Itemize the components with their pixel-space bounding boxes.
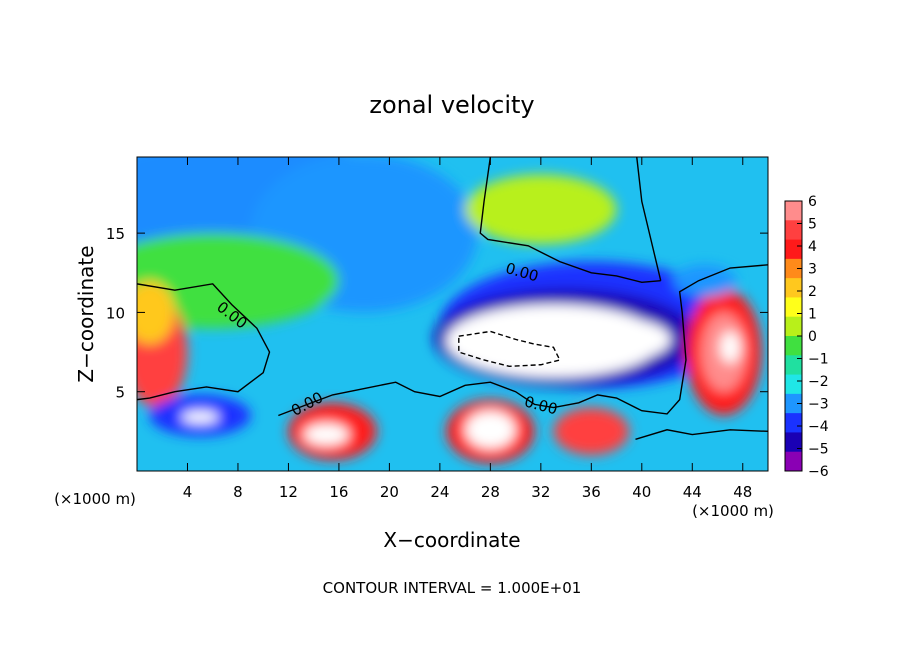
field-blob-16	[303, 423, 350, 446]
y-tick-label-2: 15	[106, 225, 125, 243]
x-unit-label-right: (×1000 m)	[692, 502, 774, 520]
colorbar-swatch-2	[785, 239, 802, 260]
colorbar-tick-label-4: 2	[808, 284, 817, 300]
contour-line-3	[278, 264, 768, 417]
field-blob-20	[673, 264, 737, 297]
colorbar-swatch-11	[785, 413, 802, 433]
colorbar-tick-label-1: 5	[808, 217, 817, 233]
field-blob-14	[181, 410, 220, 424]
contour-line-4	[635, 429, 768, 440]
x-tick-label-9: 40	[632, 483, 651, 501]
x-tick-label-3: 16	[329, 483, 348, 501]
x-tick-label-1: 8	[233, 483, 243, 501]
x-tick-label-5: 24	[430, 483, 449, 501]
colorbar-tick-label-11: −5	[808, 442, 829, 458]
colorbar-tick-label-8: −2	[808, 374, 829, 390]
x-tick-label-6: 28	[481, 483, 500, 501]
colorbar-swatch-4	[785, 278, 802, 298]
colorbar: 6 5 4 3 2 1 0 −1 −2 −3 −4 −5 −6	[784, 194, 829, 480]
colorbar-tick-label-2: 4	[808, 239, 817, 255]
velocity-field	[137, 157, 762, 464]
colorbar-swatch-8	[785, 355, 802, 376]
colorbar-swatch-7	[785, 336, 802, 356]
y-axis-label: Z−coordinate	[74, 245, 98, 382]
field-blob-2	[137, 233, 339, 329]
colorbar-swatch-13	[785, 451, 802, 472]
colorbar-tick-label-9: −3	[808, 397, 829, 413]
field-blob-3	[465, 174, 617, 245]
x-axis-label: X−coordinate	[383, 528, 520, 552]
colorbar-tick-label-10: −4	[808, 419, 829, 435]
x-tick-label-7: 32	[531, 483, 550, 501]
x-tick-label-11: 48	[733, 483, 752, 501]
x-tick-label-0: 4	[183, 483, 193, 501]
contour-line-5	[458, 330, 561, 368]
colorbar-swatch-0	[785, 201, 802, 221]
colorbar-swatch-3	[785, 258, 802, 279]
x-tick-label-4: 20	[380, 483, 399, 501]
y-tick-label-1: 10	[106, 304, 125, 322]
x-tick-label-2: 12	[279, 483, 298, 501]
colorbar-swatch-5	[785, 297, 802, 318]
field-blob-7	[549, 317, 671, 362]
x-unit-label-left: (×1000 m)	[54, 490, 136, 508]
colorbar-tick-label-12: −6	[808, 464, 829, 480]
plot-frame	[136, 156, 769, 472]
colorbar-swatch-6	[785, 316, 802, 337]
y-tick-label-0: 5	[115, 384, 125, 402]
field-blob-19	[553, 407, 630, 456]
colorbar-tick-label-6: 0	[808, 329, 817, 345]
contour-interval-note: CONTOUR INTERVAL = 1.000E+01	[323, 579, 582, 597]
plot-area: 0.000.000.000.00	[137, 157, 768, 471]
field-blob-18	[465, 410, 516, 449]
field-blob-12	[720, 331, 741, 364]
colorbar-tick-label-5: 1	[808, 307, 817, 323]
x-axis: 4 8 12 16 20 24 28 32 36 40 44 48	[183, 157, 752, 501]
contour-line-1	[479, 157, 661, 283]
colorbar-swatch-10	[785, 393, 802, 414]
colorbar-tick-label-7: −1	[808, 352, 829, 368]
field-blob-9	[137, 280, 175, 345]
colorbar-swatch-9	[785, 374, 802, 395]
colorbar-tick-label-3: 3	[808, 262, 817, 278]
colorbar-tick-label-0: 6	[808, 194, 817, 210]
y-axis: 5 10 15	[106, 225, 768, 402]
colorbar-swatch-12	[785, 432, 802, 453]
colorbar-swatch-1	[785, 220, 802, 241]
contour-line-2	[636, 157, 662, 281]
contour-lines: 0.000.000.000.00	[137, 157, 768, 440]
contour-line-0	[137, 283, 271, 401]
x-tick-label-10: 44	[683, 483, 702, 501]
chart-title: zonal velocity	[369, 91, 534, 119]
x-tick-label-8: 36	[582, 483, 601, 501]
